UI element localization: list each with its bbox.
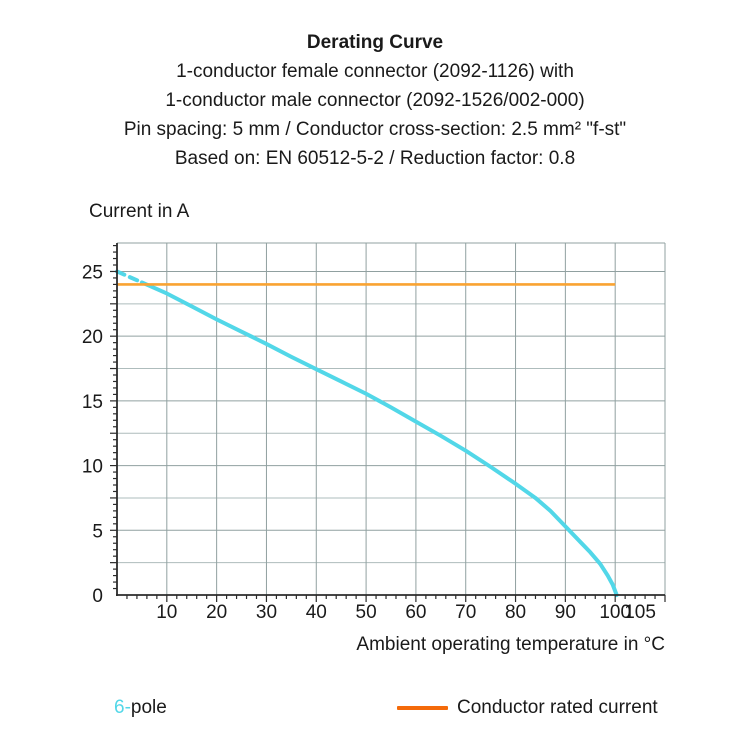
- svg-text:90: 90: [555, 602, 576, 623]
- legend-item-rated-current: Conductor rated current: [397, 697, 658, 719]
- svg-text:70: 70: [455, 602, 476, 623]
- svg-text:105: 105: [624, 602, 656, 623]
- svg-text:0: 0: [92, 586, 103, 607]
- legend-item-pole: 6-pole: [114, 697, 167, 719]
- ticks: [110, 244, 666, 602]
- svg-text:20: 20: [206, 602, 227, 623]
- svg-text:25: 25: [82, 262, 103, 283]
- svg-text:80: 80: [505, 602, 526, 623]
- chart-title: Derating Curve: [306, 32, 444, 53]
- derating-series-6-pole: [115, 269, 619, 597]
- chart-subtitle-4: Based on: EN 60512-5-2 / Reduction facto…: [174, 148, 576, 169]
- svg-text:60: 60: [405, 602, 426, 623]
- svg-text:50: 50: [356, 602, 377, 623]
- rated-current-line-swatch: [397, 706, 448, 710]
- svg-text:100: 100: [599, 602, 631, 623]
- y-tick-labels: 0 5 10 15 20 25: [82, 262, 103, 607]
- svg-text:10: 10: [82, 457, 103, 478]
- chart-subtitle-3: Pin spacing: 5 mm / Conductor cross-sect…: [123, 119, 627, 140]
- svg-text:20: 20: [82, 327, 103, 348]
- svg-text:5: 5: [92, 521, 103, 542]
- legend-rated-current-label: Conductor rated current: [457, 697, 658, 718]
- grid: [117, 242, 666, 595]
- series: [115, 269, 619, 597]
- legend-pole-count: 6-: [114, 697, 131, 718]
- svg-text:30: 30: [256, 602, 277, 623]
- svg-text:15: 15: [82, 392, 103, 413]
- title-block: Derating Curve 1-conductor female connec…: [0, 28, 750, 173]
- chart-subtitle-2: 1-conductor male connector (2092-1526/00…: [165, 90, 585, 111]
- svg-text:10: 10: [156, 602, 177, 623]
- chart-subtitle-1: 1-conductor female connector (2092-1126)…: [176, 61, 574, 82]
- svg-text:40: 40: [306, 602, 327, 623]
- x-axis-title: Ambient operating temperature in °C: [356, 634, 665, 655]
- y-axis-title: Current in A: [89, 201, 190, 222]
- legend-pole-label: pole: [130, 697, 167, 718]
